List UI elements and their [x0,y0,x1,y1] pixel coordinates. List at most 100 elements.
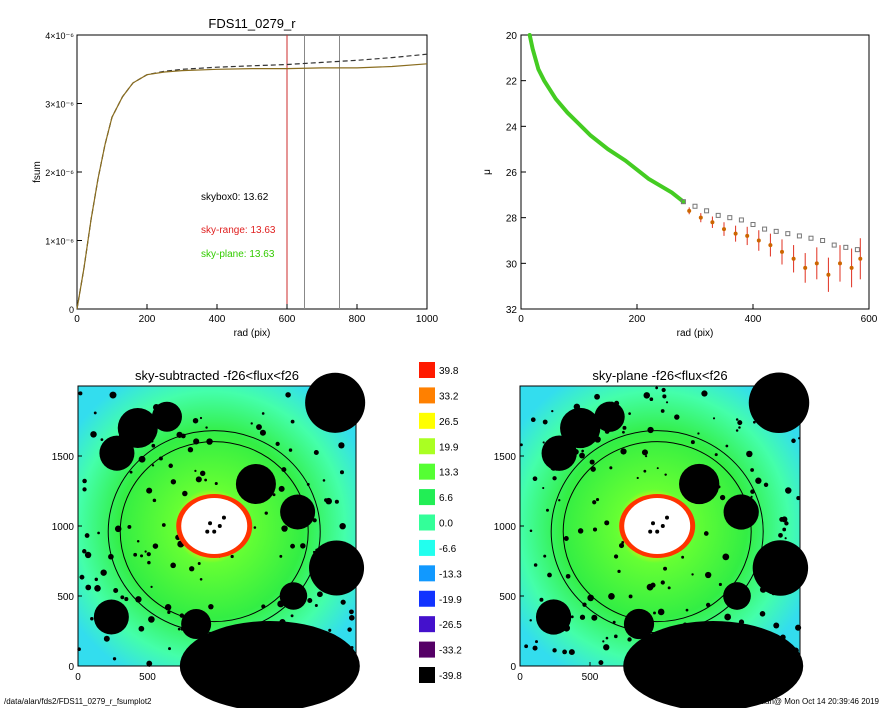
plot2-orange-point [768,243,773,248]
plot2-grey-point [750,222,756,228]
right-image-inner-ellipse [562,441,752,623]
right-image-mask-dot [628,412,631,415]
right-image-mask-dot [568,649,575,656]
plot2-grey-point [854,247,860,253]
left-image-mask-dot [290,543,296,549]
left-image-mask-dot [322,479,326,482]
colorbar-label: -13.3 [439,569,462,580]
plot2-orange-point [733,231,738,236]
right-image-mask-dot [519,443,523,447]
colorbar-label: 13.3 [439,468,459,479]
right-image-mask-dot [565,573,571,579]
left-image-ytick-label: 1000 [52,522,75,533]
left-image-mask-dot [285,392,291,398]
right-image-mask-dot [660,580,665,585]
right-image-mask-dot [725,444,729,448]
right-image-xtick-label: 1000 [649,672,672,683]
left-image-ytick-label: 1500 [52,452,75,463]
left-image-mask-dot [100,438,104,442]
right-image-big-mask [679,463,720,505]
right-image-mask-dot [627,637,632,642]
plot2-orange-point [745,233,750,238]
right-image-mask-dot [542,419,548,425]
left-image-mask-dot [146,487,153,494]
right-image-ytick-label: 1500 [494,452,517,463]
plot2-grey-point [704,208,710,214]
left-image-mask-dot [275,441,280,447]
plot2-ytick-label: 24 [506,122,518,133]
left-image-mask-dot [100,569,107,576]
footer-filepath: /data/alan/fds2/FDS11_0279_r_fsumplot2 [4,697,152,706]
right-image-mask-dot [784,537,787,540]
left-image-mask-dot [94,577,98,582]
left-image-mask-dot [313,450,319,455]
right-image-mask-dot [636,476,639,480]
right-image-mask-dot [738,426,741,429]
left-image-mask-dot [168,647,171,651]
left-image-mask-dot [170,562,176,569]
plot2-ytick-label: 22 [506,77,518,88]
left-image-mask-dot [300,543,306,549]
right-image-mask-dot [750,495,753,498]
colorbar-swatch [419,539,435,556]
right-image-mask-dot [755,477,762,484]
colorbar-label: 26.5 [439,417,459,428]
right-image-mask-dot [622,425,627,430]
right-image-xtick-label: 500 [582,672,599,683]
right-image-mask-dot [649,397,654,402]
left-image-xtick-label: 1500 [275,672,298,683]
right-image-outer-ellipse [550,430,764,634]
left-image-mask-dot [281,467,287,473]
left-image-mask-dot [90,431,97,438]
left-image-mask-dot [307,598,313,604]
left-image-mask-dot [288,448,293,452]
left-image-core-dot [208,521,213,526]
right-image-big-mask [623,608,655,640]
right-image-mask-dot [724,613,732,621]
right-image-galaxy-core [624,498,691,554]
colorbar-swatch [419,641,435,658]
left-image-core-dot [221,515,226,520]
right-image-mask-dot [656,467,659,470]
right-image-core-dot [648,529,653,534]
right-image-mask-dot [646,583,654,591]
plot2-orange-point [849,265,854,270]
left-image-mask-dot [192,417,199,424]
right-image-mask-dot [589,459,595,465]
right-image-big-mask [541,435,577,471]
right-image-mask-dot [524,644,529,649]
right-image-mask-dot [620,448,627,455]
left-image-core-dot [212,529,217,534]
right-image-mask-dot [718,582,722,587]
right-image-mask-dot [598,660,604,666]
right-image-core-dot [660,524,665,528]
right-image-mask-dot [705,571,712,579]
right-image-mask-dot [532,645,538,651]
left-image-mask-dot [199,577,203,581]
left-image-mask-dot [324,498,328,503]
right-image-mask-dot [719,494,726,501]
left-image-mask-dot [279,554,283,558]
right-image-mask-dot [592,527,598,532]
right-image-mask-dot [543,554,547,558]
plot2-ytick-label: 20 [506,31,518,42]
plot2-grey-point [715,212,721,218]
right-image-mask-dot [782,527,787,532]
left-image-xtick-label: 0 [75,672,81,683]
right-image-bottom-mask [623,621,804,708]
left-image-mask-dot [82,478,87,484]
left-image-mask-dot [152,543,159,549]
left-image-mask-dot [177,627,181,631]
left-image-mask-dot [113,588,119,593]
right-image-mask-dot [737,420,743,426]
right-image-big-mask [748,372,810,434]
left-image-big-mask [93,599,129,635]
right-image-mask-dot [590,466,596,472]
left-image-mask-dot [129,470,133,474]
right-image-mask-dot [665,401,669,404]
left-image-mask-dot [317,591,323,598]
left-image-big-mask [99,435,135,471]
colorbar-label: -6.6 [439,544,457,555]
left-image-mask-dot [90,616,94,621]
plot1-ytick-label: 2×10⁻⁶ [45,168,74,178]
